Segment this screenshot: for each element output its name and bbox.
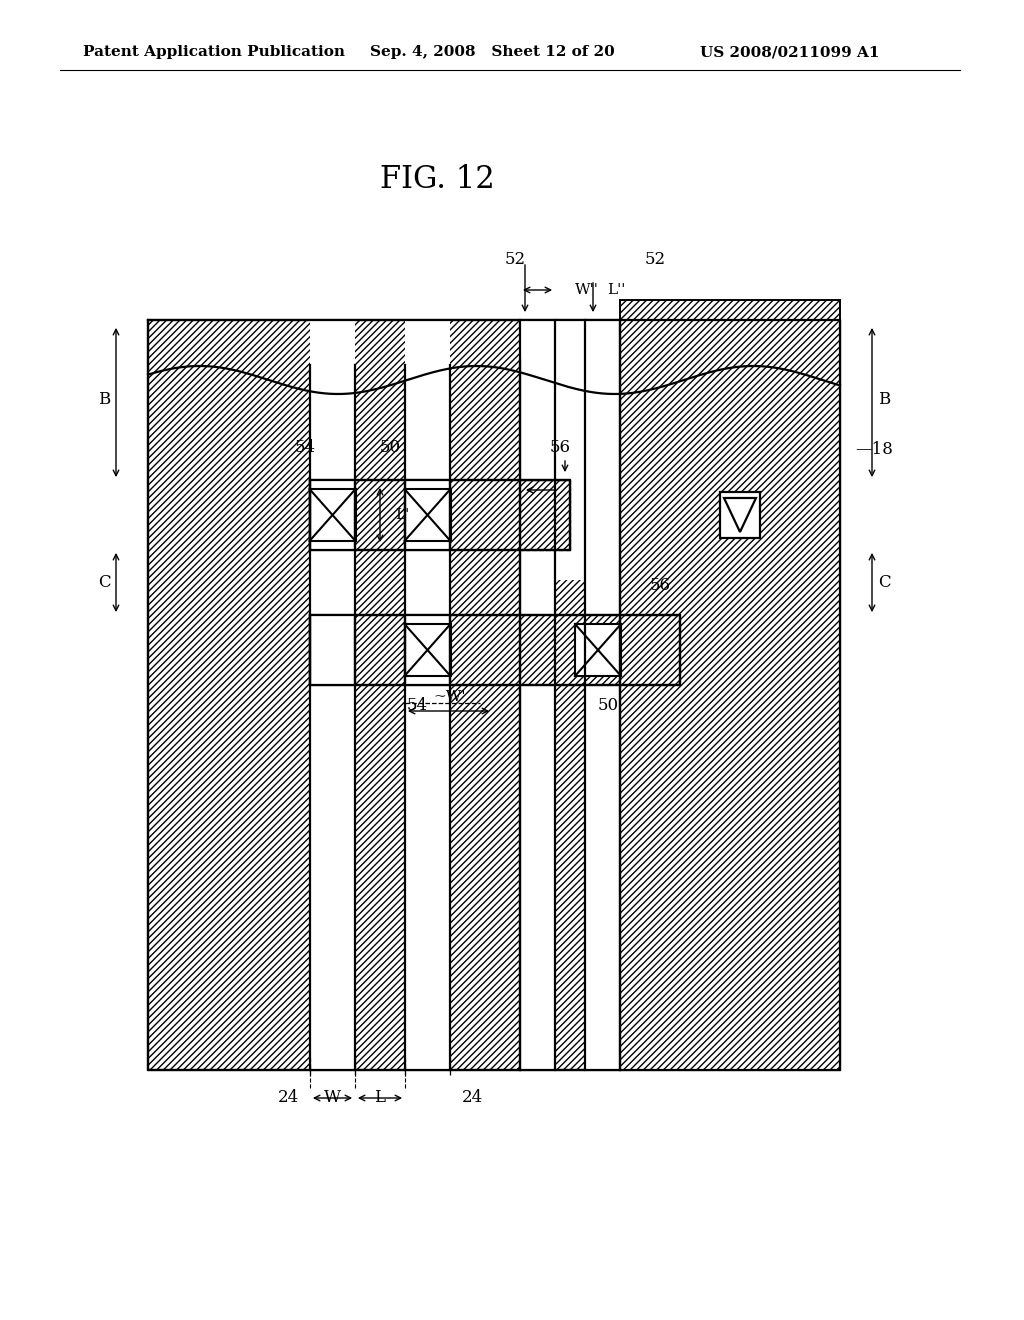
Text: C: C — [878, 574, 890, 591]
Bar — [310, 615, 680, 685]
Bar — [575, 624, 621, 676]
Text: 52: 52 — [644, 252, 666, 268]
Text: L': L' — [395, 508, 410, 521]
Text: L'': L'' — [607, 282, 626, 297]
Bar — [520, 319, 555, 1071]
Text: W'': W'' — [575, 282, 599, 297]
Text: ~W': ~W' — [434, 690, 466, 704]
Bar — [148, 319, 840, 1071]
Text: 24: 24 — [462, 1089, 482, 1106]
Text: Sep. 4, 2008   Sheet 12 of 20: Sep. 4, 2008 Sheet 12 of 20 — [370, 45, 614, 59]
Text: —18: —18 — [855, 441, 893, 458]
Bar — [406, 615, 450, 685]
Bar — [404, 488, 451, 541]
Text: FIG. 12: FIG. 12 — [380, 165, 495, 195]
Text: Patent Application Publication: Patent Application Publication — [83, 45, 345, 59]
Text: 54: 54 — [295, 440, 315, 457]
Bar — [720, 492, 760, 539]
Text: 50: 50 — [380, 440, 400, 457]
Bar — [585, 319, 620, 1071]
Bar — [406, 319, 450, 1071]
Polygon shape — [724, 498, 756, 532]
Text: W: W — [324, 1089, 341, 1106]
Text: 50: 50 — [597, 697, 618, 714]
Text: 54: 54 — [407, 697, 428, 714]
Text: L: L — [375, 1089, 385, 1106]
Bar — [404, 624, 451, 676]
Bar — [310, 615, 355, 685]
Text: 56: 56 — [649, 577, 671, 594]
Text: C: C — [97, 574, 111, 591]
Text: B: B — [878, 392, 890, 408]
Text: US 2008/0211099 A1: US 2008/0211099 A1 — [700, 45, 880, 59]
Text: 24: 24 — [278, 1089, 299, 1106]
Bar — [310, 319, 355, 1071]
Bar — [310, 480, 355, 550]
Text: 56: 56 — [550, 440, 570, 457]
Text: B: B — [98, 392, 111, 408]
Bar — [620, 300, 840, 1071]
Bar — [520, 319, 840, 579]
Bar — [309, 488, 355, 541]
Bar — [310, 480, 570, 550]
Text: 52: 52 — [505, 252, 525, 268]
Bar — [406, 480, 450, 550]
